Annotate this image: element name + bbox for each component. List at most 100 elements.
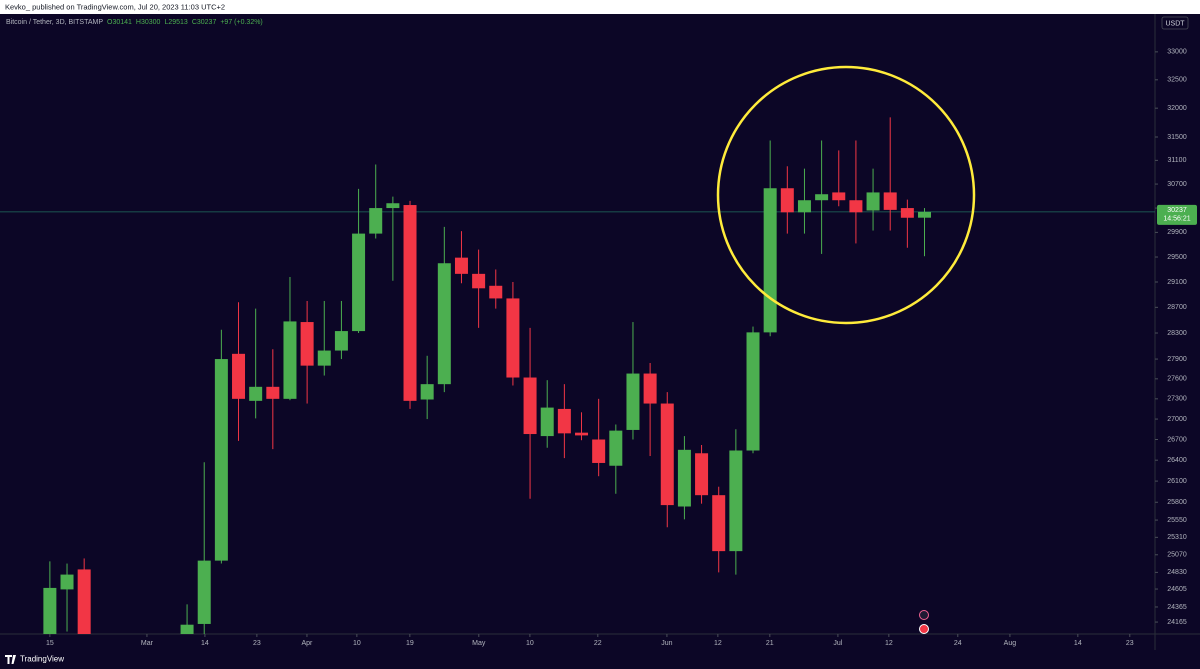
plot-area <box>0 117 1155 634</box>
candle-body <box>352 233 366 332</box>
x-tick-label: 14 <box>201 640 209 647</box>
y-tick-label: 24365 <box>1167 604 1187 611</box>
y-tick-label: 32500 <box>1167 77 1187 84</box>
y-tick-label: 33000 <box>1167 49 1187 56</box>
candle-body <box>283 321 297 399</box>
candle-body <box>626 373 640 430</box>
candle-body <box>609 430 623 466</box>
brand-logo <box>5 655 16 664</box>
candle-body <box>43 587 57 634</box>
x-tick-label: Jul <box>833 640 842 647</box>
footer <box>0 650 1200 669</box>
candle-body <box>797 200 811 213</box>
x-tick-label: 12 <box>714 640 722 647</box>
candle-body <box>266 386 280 399</box>
candle-body <box>763 188 777 333</box>
y-tick-label: 24165 <box>1167 619 1187 626</box>
event-icon[interactable] <box>919 610 929 620</box>
candle-body <box>746 332 760 451</box>
y-tick-label: 26100 <box>1167 478 1187 485</box>
candle-body <box>815 194 829 201</box>
publisher-text: Kevko_ published on TradingView.com, Jul… <box>5 2 225 11</box>
candle-body <box>334 331 348 351</box>
candle-body <box>900 208 914 218</box>
candle-body <box>232 353 246 399</box>
candle-body <box>437 263 451 385</box>
y-tick-label: 25310 <box>1167 534 1187 541</box>
legend-value: +97 (+0.32%) <box>220 19 262 26</box>
x-tick-label: May <box>472 640 486 647</box>
y-tick-label: 25070 <box>1167 552 1187 559</box>
y-tick-label: 31100 <box>1168 157 1187 164</box>
candle-body <box>575 432 589 436</box>
price-label: 30237 <box>1167 207 1187 214</box>
publisher-bar <box>0 0 1200 14</box>
countdown-label: 14:56:21 <box>1163 216 1190 223</box>
candle-body <box>489 285 503 299</box>
y-tick-label: 27900 <box>1167 356 1187 363</box>
y-tick-label: 27600 <box>1167 376 1187 383</box>
candle-body <box>60 574 74 590</box>
legend-value: L29513 <box>164 19 187 26</box>
y-tick-label: 27000 <box>1167 416 1187 423</box>
legend-value: C30237 <box>192 19 217 26</box>
candle-body <box>592 439 606 463</box>
candle-body <box>849 200 863 213</box>
legend-symbol: Bitcoin / Tether, 3D, BITSTAMP <box>6 19 103 26</box>
x-tick-label: 24 <box>954 640 962 647</box>
legend-ohlc: O30141 H30300 L29513 C30237 +97 (+0.32%) <box>107 19 263 26</box>
candle-body <box>677 449 691 507</box>
x-tick-label: Jun <box>661 640 672 647</box>
x-tick-label: 19 <box>406 640 414 647</box>
candle-body <box>712 495 726 552</box>
x-tick-label: 23 <box>253 640 261 647</box>
axes: 24165 24365 24605 24830 25070 25310 25550 25800… <box>46 49 1197 647</box>
y-tick-label: 29100 <box>1167 279 1187 286</box>
y-tick-label: 26700 <box>1167 436 1187 443</box>
candle-body <box>180 624 194 634</box>
candle-body <box>866 192 880 211</box>
y-tick-label: 30700 <box>1167 181 1187 188</box>
candle-body <box>300 322 314 366</box>
y-tick-label: 24605 <box>1167 586 1187 593</box>
highlight-circle <box>716 65 976 325</box>
x-tick-label: 15 <box>46 640 54 647</box>
candle-body <box>780 188 794 213</box>
y-tick-label: 32000 <box>1167 105 1187 112</box>
x-tick-label: 22 <box>594 640 602 647</box>
candle-body <box>214 359 228 561</box>
y-tick-label: 26400 <box>1167 457 1187 464</box>
candle-body <box>660 403 674 506</box>
candle-body <box>557 408 571 434</box>
y-tick-label: 31500 <box>1167 134 1187 141</box>
x-tick-label: Mar <box>141 640 154 647</box>
candle-body <box>420 384 434 400</box>
candle-body <box>832 192 846 201</box>
candle-body <box>369 208 383 234</box>
brand-name: TradingView <box>20 655 64 664</box>
candle-body <box>506 298 520 378</box>
candle-body <box>729 450 743 552</box>
currency-box[interactable] <box>1161 16 1189 30</box>
candle-body <box>695 453 709 496</box>
price-label-box <box>1157 204 1197 225</box>
candle-body <box>883 192 897 210</box>
candle-body <box>523 377 537 435</box>
x-tick-label: 23 <box>1126 640 1134 647</box>
x-tick-label: Apr <box>301 640 313 647</box>
candle-body <box>249 386 263 401</box>
candle-body <box>386 203 400 209</box>
candle-body <box>454 257 468 274</box>
y-tick-label: 29900 <box>1167 229 1187 236</box>
candle-body <box>197 560 211 624</box>
x-tick-label: 14 <box>1074 640 1082 647</box>
candle-body <box>77 569 91 634</box>
y-tick-label: 24830 <box>1167 569 1187 576</box>
x-tick-label: 12 <box>885 640 893 647</box>
currency-label[interactable]: USDT <box>1165 20 1185 27</box>
legend-value: O30141 <box>107 19 132 26</box>
event-icon[interactable] <box>919 624 929 634</box>
candle-body <box>317 350 331 366</box>
